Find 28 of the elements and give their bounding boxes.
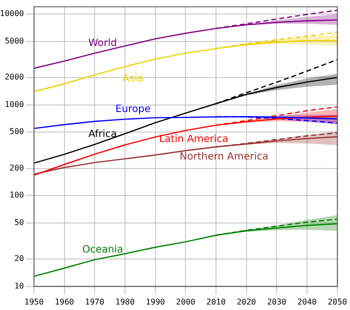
series-label: Latin America xyxy=(159,134,228,146)
y-tick-label: 200 xyxy=(10,163,24,172)
x-tick-label: 2030 xyxy=(267,297,287,306)
x-tick-label: 2000 xyxy=(176,297,196,306)
x-tick-label: 2040 xyxy=(297,297,317,306)
series-label: World xyxy=(88,38,118,49)
x-tick-label: 1980 xyxy=(115,297,135,306)
x-tick-label: 1950 xyxy=(24,297,44,306)
x-tick-label: 1970 xyxy=(85,297,104,306)
x-tick-label: 2020 xyxy=(236,297,256,306)
y-tick-label: 100 xyxy=(10,190,24,200)
y-tick-label: 10 xyxy=(14,281,24,290)
series-label: Asia xyxy=(122,73,144,84)
x-tick-label: 2050 xyxy=(328,297,348,306)
series-label: Oceania xyxy=(82,244,124,256)
y-tick-label: 500 xyxy=(10,127,24,136)
y-tick-label: 50 xyxy=(14,218,24,228)
x-tick-label: 1990 xyxy=(146,297,166,306)
y-tick-label: 2000 xyxy=(4,72,24,82)
series-label: Northern America xyxy=(180,151,268,162)
x-tick-label: 1960 xyxy=(54,297,74,306)
series-label: Africa xyxy=(88,129,117,140)
y-tick-label: 1000 xyxy=(4,100,24,109)
y-tick-label: 5000 xyxy=(4,36,24,46)
series-label: Europe xyxy=(115,104,151,115)
y-tick-label: 10000 xyxy=(0,9,24,18)
x-tick-label: 2010 xyxy=(206,297,226,306)
y-tick-label: 20 xyxy=(14,254,24,264)
